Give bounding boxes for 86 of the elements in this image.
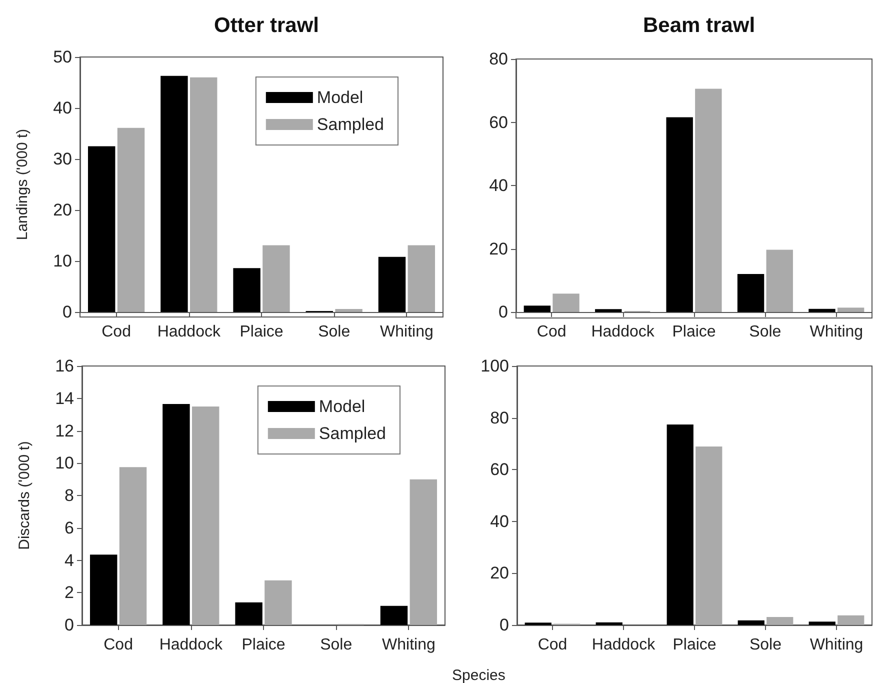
bar [666, 117, 693, 312]
x-tick-label: Plaice [672, 636, 716, 654]
x-tick-label: Sole [318, 324, 350, 340]
y-tick-label: 10 [55, 454, 74, 473]
y-tick-label: 50 [53, 48, 72, 66]
bar [766, 616, 794, 625]
chart-title: Beam trawl [642, 14, 756, 37]
y-tick-label: 0 [500, 616, 509, 634]
x-tick-label: Haddock [157, 324, 222, 340]
y-tick-label: 20 [53, 200, 72, 220]
y-tick-label: 4 [64, 550, 74, 570]
bar [738, 620, 764, 625]
y-tick-label: 40 [490, 512, 509, 531]
bar [119, 467, 147, 625]
bar [90, 554, 118, 625]
x-tick-label: Cod [104, 636, 133, 654]
bar [262, 245, 290, 312]
legend-label: Model [318, 397, 366, 416]
y-tick-label: 80 [489, 50, 508, 68]
bar [808, 308, 836, 312]
x-tick-label: Sole [749, 636, 782, 654]
bar [696, 446, 722, 625]
y-tick-label: 40 [489, 176, 508, 195]
x-tick-label: Plaice [672, 324, 716, 340]
bar [737, 274, 764, 312]
x-tick-label: Whiting [810, 636, 864, 654]
bar [233, 268, 260, 312]
bar [837, 308, 864, 312]
y-tick-label: 0 [498, 302, 508, 322]
bar [378, 256, 406, 312]
y-tick-label: 0 [64, 616, 74, 634]
bar [838, 615, 864, 625]
bar [88, 146, 116, 312]
x-tick-label: Cod [538, 636, 568, 654]
x-tick-label: Cod [536, 324, 566, 340]
y-axis-title: Discards ('000 t) [16, 441, 33, 550]
bar [160, 76, 188, 312]
y-tick-label: 100 [480, 356, 509, 376]
y-tick-label: 14 [55, 388, 74, 408]
x-tick-label: Cod [102, 324, 131, 340]
x-tick-label: Sole [749, 324, 782, 340]
bar [264, 580, 292, 625]
bar [524, 306, 551, 312]
y-tick-label: 80 [490, 408, 509, 428]
x-tick-label: Sole [320, 636, 352, 654]
bar [666, 424, 694, 625]
x-axis-title: Species [452, 667, 506, 683]
y-tick-label: 30 [53, 150, 72, 168]
y-tick-label: 0 [62, 302, 72, 322]
bar [380, 606, 408, 625]
y-tick-label: 40 [53, 98, 72, 118]
x-tick-label: Plaice [242, 636, 286, 654]
y-tick-label: 10 [53, 252, 72, 270]
y-tick-label: 20 [490, 564, 509, 583]
y-tick-label: 20 [489, 239, 508, 258]
bar [192, 406, 220, 625]
x-tick-label: Haddock [591, 324, 656, 340]
y-tick-label: 6 [64, 518, 74, 538]
bar [766, 250, 793, 312]
x-tick-label: Plaice [240, 324, 284, 340]
legend-label: Sampled [318, 424, 386, 443]
bar [408, 245, 436, 312]
bar [808, 622, 836, 625]
chart-title: Otter trawl [214, 14, 320, 37]
y-tick-label: 60 [489, 112, 508, 132]
y-axis-title: Landings ('000 t) [14, 128, 31, 240]
bar [117, 128, 145, 312]
x-tick-label: Whiting [380, 324, 434, 340]
x-tick-label: Whiting [382, 636, 436, 654]
x-tick-label: Haddock [159, 636, 224, 654]
bar [410, 479, 438, 625]
legend-label: Model [316, 88, 364, 107]
y-tick-label: 60 [490, 460, 509, 480]
bar [695, 88, 722, 312]
y-tick-label: 2 [64, 583, 74, 602]
bar [335, 308, 362, 312]
y-tick-label: 16 [55, 356, 74, 376]
x-tick-label: Whiting [810, 324, 864, 340]
y-tick-label: 12 [55, 421, 74, 440]
bar [235, 602, 262, 625]
y-tick-label: 8 [64, 486, 74, 505]
bar [162, 404, 190, 625]
x-tick-label: Haddock [592, 636, 656, 654]
bar [552, 294, 580, 312]
bar [190, 77, 218, 312]
legend-label: Sampled [316, 115, 384, 134]
